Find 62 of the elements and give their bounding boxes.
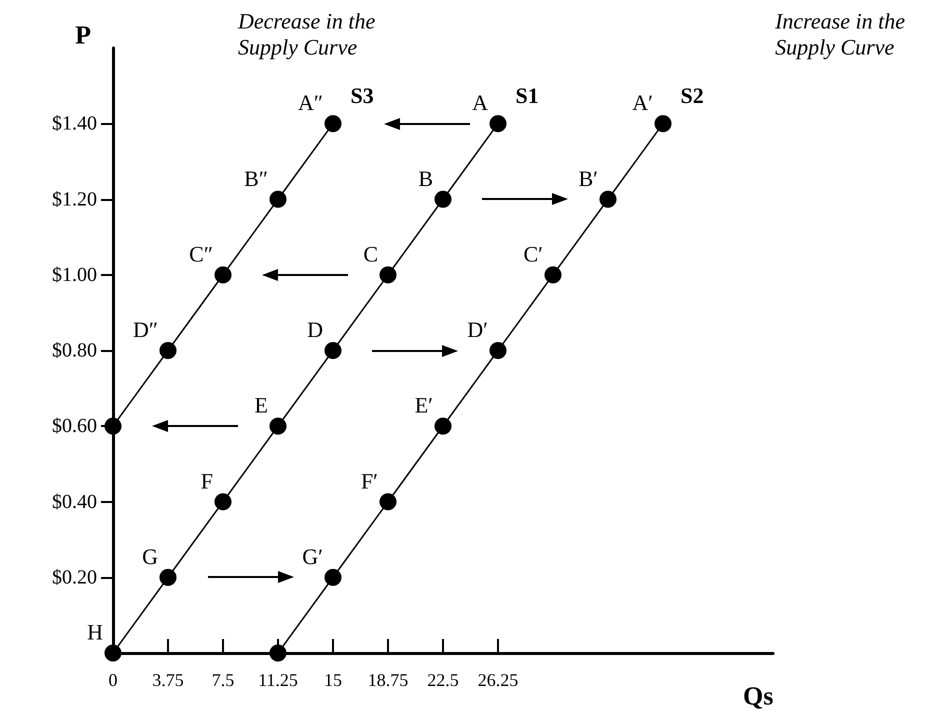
annotation: D″ [132, 317, 158, 342]
y-tick-label: $1.40 [52, 112, 97, 135]
point [270, 644, 286, 662]
y-tick-label: $0.80 [52, 340, 97, 362]
annotation: A′ [632, 90, 653, 116]
point [270, 190, 286, 208]
y-tick-label: $0.40 [52, 490, 97, 513]
x-tick-label: 7.5 [212, 670, 234, 690]
x-tick-label: 11.25 [258, 670, 298, 690]
annotation: C″ [189, 241, 213, 266]
x-tick-label: 22.5 [427, 670, 459, 690]
text: Increase in the Supply Curve [774, 8, 906, 60]
x-tick-label: 18.75 [368, 670, 408, 690]
annotation: D [307, 317, 323, 342]
point [434, 418, 452, 435]
point [600, 190, 616, 208]
annotation: C′ [524, 241, 543, 266]
annotation: F [200, 468, 213, 494]
annotation: G [142, 544, 158, 569]
y-tick-label: $1.00 [52, 264, 97, 286]
point [490, 342, 506, 359]
point [380, 266, 396, 284]
annotation: G′ [302, 544, 323, 569]
point [324, 342, 342, 359]
point [490, 115, 506, 132]
series-label: S1 [516, 83, 539, 108]
y-tick-label: $0.60 [52, 415, 97, 438]
point [544, 266, 562, 284]
point [324, 568, 342, 586]
point [654, 115, 672, 132]
annotation: D′ [467, 317, 488, 342]
annotation: H [87, 620, 104, 644]
point [380, 493, 396, 510]
point [270, 418, 286, 435]
x-tick-label: 26.25 [478, 670, 518, 690]
y-axis-title: P [75, 20, 92, 50]
point [104, 644, 122, 662]
point [214, 493, 232, 510]
point [214, 266, 232, 284]
annotation: C [363, 241, 378, 266]
y-tick-label: $0.20 [52, 566, 97, 588]
annotation: B [418, 166, 433, 191]
point [434, 190, 452, 208]
series-label: S2 [680, 83, 704, 108]
annotation: A [472, 90, 488, 116]
x-tick-label: 3.75 [152, 670, 184, 690]
annotation: Decrease in the Supply Curve [237, 8, 376, 60]
point [160, 568, 176, 586]
x-axis-title: Qs [743, 682, 774, 710]
x-tick-label: 0 [108, 670, 118, 690]
annotation: B″ [244, 166, 268, 191]
point [104, 418, 122, 435]
y-tick-label: $1.20 [52, 188, 97, 210]
annotation: E [254, 392, 268, 418]
point [160, 342, 176, 359]
series-label: S3 [350, 83, 374, 108]
annotation: F′ [360, 468, 378, 494]
x-tick-label: 15 [324, 670, 342, 690]
point [324, 115, 342, 132]
annotation: A″ [298, 90, 323, 116]
annotation: B′ [578, 166, 598, 191]
annotation: E′ [414, 392, 433, 418]
